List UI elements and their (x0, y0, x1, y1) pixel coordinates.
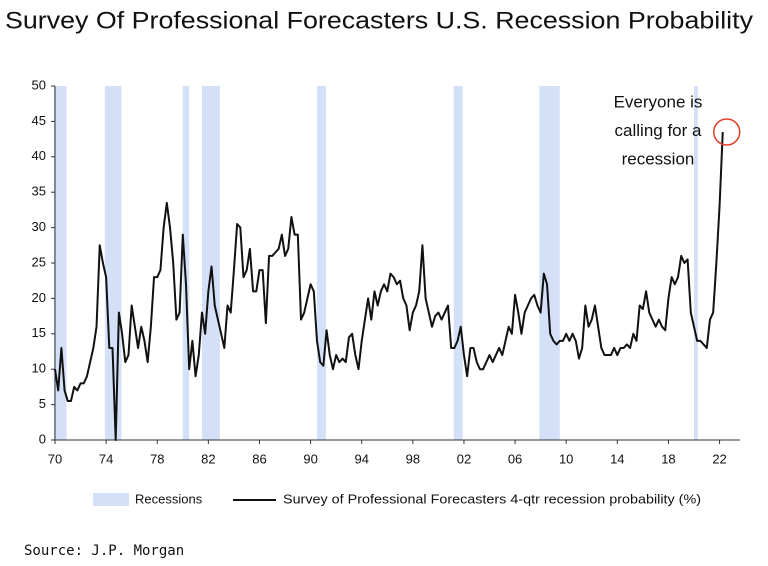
legend-swatch (93, 493, 129, 506)
y-tick-label: 40 (32, 148, 46, 163)
x-tick-label: 02 (457, 451, 471, 466)
legend-label: Recessions (135, 491, 203, 506)
legend-label: Survey of Professional Forecasters 4-qtr… (283, 491, 701, 506)
x-tick-label: 14 (610, 451, 624, 466)
annotation-text: Everyone is (614, 92, 703, 111)
x-tick-label: 78 (150, 451, 164, 466)
recession-band (316, 86, 326, 440)
x-tick-label: 18 (661, 451, 675, 466)
y-tick-label: 15 (32, 325, 46, 340)
data-line (54, 131, 724, 441)
x-tick-label: 86 (252, 451, 266, 466)
recession-band (201, 86, 220, 440)
x-tick-label: 74 (99, 451, 113, 466)
y-tick-label: 5 (39, 396, 46, 411)
chart-title: Survey Of Professional Forecasters U.S. … (5, 7, 753, 34)
x-tick-label: 82 (201, 451, 215, 466)
y-tick-label: 10 (32, 361, 46, 376)
x-tick-label: 06 (508, 451, 522, 466)
y-tick-label: 50 (32, 77, 46, 92)
x-tick-label: 90 (303, 451, 317, 466)
y-tick-label: 0 (39, 431, 46, 446)
y-tick-label: 25 (32, 254, 46, 269)
x-tick-label: 94 (354, 451, 368, 466)
y-tick-label: 30 (32, 219, 46, 234)
source-note: Source: J.P. Morgan (24, 543, 184, 559)
recession-band (182, 86, 190, 440)
x-tick-label: 70 (48, 451, 62, 466)
annotation-circle (712, 118, 741, 146)
x-tick-label: 98 (406, 451, 420, 466)
annotation-text: calling for a (615, 121, 702, 140)
recession-band (53, 86, 67, 440)
recession-band (693, 86, 698, 440)
recession-band (539, 86, 560, 440)
x-tick-label: 10 (559, 451, 573, 466)
y-tick-label: 35 (32, 184, 46, 199)
annotation-text: recession (622, 149, 695, 168)
y-tick-label: 45 (32, 113, 46, 128)
x-tick-label: 22 (712, 451, 726, 466)
y-tick-label: 20 (32, 290, 46, 305)
recession-band (453, 86, 463, 440)
